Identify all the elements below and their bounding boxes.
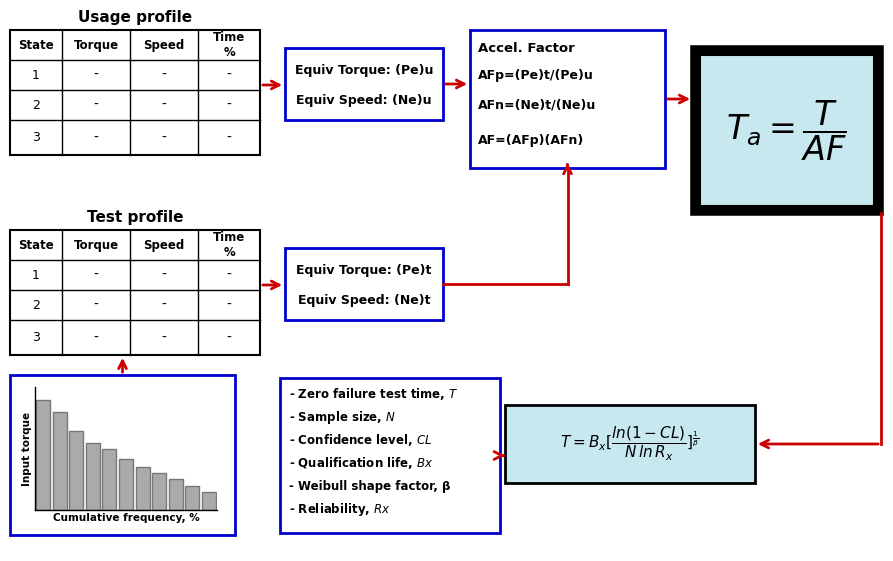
Bar xyxy=(700,55,874,206)
Text: -: - xyxy=(227,68,231,82)
Text: 3: 3 xyxy=(32,131,40,144)
Text: - Zero failure test time, $T$: - Zero failure test time, $T$ xyxy=(289,386,458,402)
Text: AF=(AFp)(AFn): AF=(AFp)(AFn) xyxy=(478,134,584,146)
Bar xyxy=(86,443,100,510)
Text: $T = B_x[\dfrac{ln(1-CL)}{N\,ln\,R_x}]^{\frac{1}{\beta}}$: $T = B_x[\dfrac{ln(1-CL)}{N\,ln\,R_x}]^{… xyxy=(560,425,700,463)
Text: -: - xyxy=(162,98,166,112)
Text: - Weibull shape factor, β: - Weibull shape factor, β xyxy=(289,480,450,493)
Text: -: - xyxy=(162,131,166,145)
Text: Speed: Speed xyxy=(144,238,185,251)
Text: Equiv Torque: (Pe)u: Equiv Torque: (Pe)u xyxy=(295,63,433,76)
Text: -: - xyxy=(162,330,166,344)
Text: -: - xyxy=(162,68,166,82)
Bar xyxy=(185,486,199,510)
Text: -: - xyxy=(94,268,98,282)
Text: -: - xyxy=(94,298,98,312)
Text: -: - xyxy=(94,131,98,145)
Text: Time
%: Time % xyxy=(213,31,245,59)
Text: 2: 2 xyxy=(32,99,40,112)
Bar xyxy=(119,459,133,510)
Bar xyxy=(202,491,216,510)
Text: -: - xyxy=(94,330,98,344)
Text: Time
%: Time % xyxy=(213,231,245,259)
Bar xyxy=(285,248,443,320)
Bar xyxy=(10,30,260,155)
Text: -: - xyxy=(227,330,231,344)
Text: 1: 1 xyxy=(32,68,40,81)
Text: Speed: Speed xyxy=(144,39,185,52)
Text: Accel. Factor: Accel. Factor xyxy=(478,42,575,54)
Text: State: State xyxy=(18,39,54,52)
Bar xyxy=(70,431,83,510)
Bar xyxy=(280,378,500,533)
Bar xyxy=(470,30,665,168)
Bar xyxy=(53,412,67,510)
Text: -: - xyxy=(162,298,166,312)
Text: - Reliability, $Rx$: - Reliability, $Rx$ xyxy=(289,500,390,517)
Bar xyxy=(169,480,183,510)
Text: - Sample size, $N$: - Sample size, $N$ xyxy=(289,408,396,425)
Text: $T_a = \dfrac{T}{AF}$: $T_a = \dfrac{T}{AF}$ xyxy=(727,98,847,163)
Bar xyxy=(152,473,166,510)
Bar xyxy=(10,375,235,535)
Text: - Qualification life, $Bx$: - Qualification life, $Bx$ xyxy=(289,455,433,471)
Text: Torque: Torque xyxy=(73,39,119,52)
Text: -: - xyxy=(227,268,231,282)
Text: - Confidence level, $CL$: - Confidence level, $CL$ xyxy=(289,432,432,448)
Text: Torque: Torque xyxy=(73,238,119,251)
Text: 2: 2 xyxy=(32,298,40,311)
Text: -: - xyxy=(94,68,98,82)
X-axis label: Cumulative frequency, %: Cumulative frequency, % xyxy=(53,513,199,523)
Bar xyxy=(10,230,260,355)
Text: Test profile: Test profile xyxy=(87,209,183,224)
Text: 1: 1 xyxy=(32,269,40,282)
Text: -: - xyxy=(227,98,231,112)
Text: Equiv Speed: (Ne)t: Equiv Speed: (Ne)t xyxy=(297,293,430,306)
Text: -: - xyxy=(227,131,231,145)
Bar xyxy=(285,48,443,120)
Text: State: State xyxy=(18,238,54,251)
Text: 3: 3 xyxy=(32,331,40,344)
Text: AFn=(Ne)t/(Ne)u: AFn=(Ne)t/(Ne)u xyxy=(478,99,597,112)
Text: -: - xyxy=(94,98,98,112)
Text: Equiv Speed: (Ne)u: Equiv Speed: (Ne)u xyxy=(296,94,431,107)
Text: -: - xyxy=(162,268,166,282)
Text: Usage profile: Usage profile xyxy=(78,10,192,25)
Bar xyxy=(103,449,116,510)
Text: AFp=(Pe)t/(Pe)u: AFp=(Pe)t/(Pe)u xyxy=(478,68,594,81)
Bar xyxy=(693,48,881,213)
Text: -: - xyxy=(227,298,231,312)
Bar xyxy=(136,467,149,510)
Bar xyxy=(505,405,755,483)
Bar xyxy=(37,400,50,510)
Y-axis label: Input torque: Input torque xyxy=(22,411,32,486)
Text: Equiv Torque: (Pe)t: Equiv Torque: (Pe)t xyxy=(296,264,431,277)
